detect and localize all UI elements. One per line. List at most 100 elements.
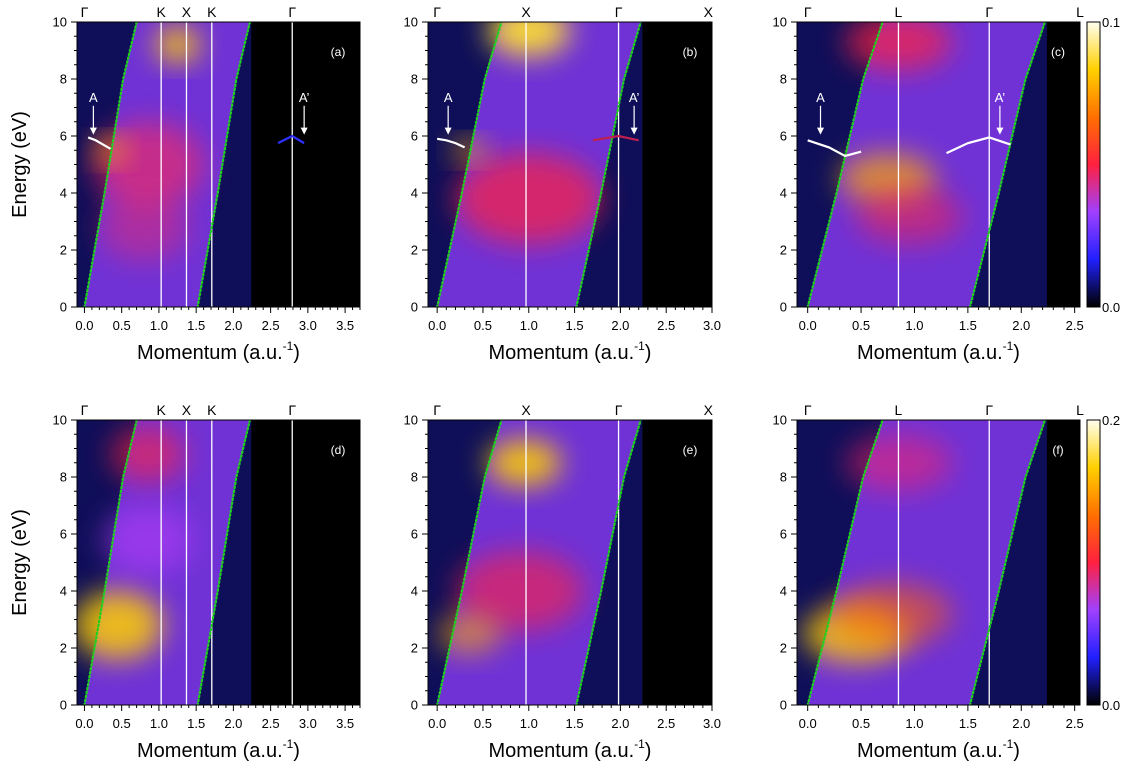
- y-axis-label: Energy (eV): [9, 509, 31, 616]
- x-axis-label-main: Momentum (a.u.: [857, 740, 1003, 762]
- x-tick-label: 2.0: [1012, 318, 1030, 333]
- symmetry-point-label: Γ: [804, 402, 812, 418]
- panel-c: A A’ (c) 0 2 4 6 8 10 0.0 0.5 1.0 1.5 2.0 2.5 Γ L Γ L Momen…: [773, 4, 1121, 364]
- x-axis-label-main: Momentum (a.u.: [489, 342, 635, 364]
- annotation-label: A: [89, 90, 98, 105]
- x-tick-label: 0.5: [852, 318, 870, 333]
- y-tick-label: 0: [780, 698, 787, 713]
- y-tick-label: 2: [411, 243, 418, 258]
- heatmap-content: [797, 420, 1047, 705]
- spectral-line: [807, 139, 862, 158]
- x-axis-label-exponent: -1: [634, 737, 645, 751]
- dispersion-curve: [83, 420, 138, 705]
- x-tick-label: 1.0: [150, 318, 168, 333]
- y-tick-label: 10: [404, 15, 418, 30]
- intensity-blob: [437, 613, 502, 654]
- symmetry-point-label: X: [182, 402, 192, 418]
- x-tick-label: 0.5: [474, 716, 492, 731]
- heatmap-content: [77, 22, 305, 307]
- y-tick-label: 4: [411, 186, 418, 201]
- dispersion-curve: [436, 420, 503, 705]
- symmetry-point-label: Γ: [81, 402, 89, 418]
- symmetry-point-label: X: [521, 402, 531, 418]
- dispersion-curve: [436, 22, 503, 307]
- x-axis-label-exponent: -1: [1003, 339, 1014, 353]
- dispersion-curve: [968, 22, 1047, 307]
- intensity-blob: [834, 582, 952, 646]
- dispersion-curve: [806, 420, 884, 705]
- intensity-blob: [103, 505, 193, 574]
- symmetry-point-label: L: [895, 402, 903, 418]
- symmetry-point-label: X: [704, 402, 714, 418]
- x-tick-label: 2.5: [262, 716, 280, 731]
- x-tick-label: 2.0: [224, 716, 242, 731]
- y-tick-label: 8: [780, 470, 787, 485]
- annotation-arrow-head: [630, 127, 638, 135]
- intensity-blob: [110, 425, 185, 483]
- x-tick-label: 2.5: [657, 716, 675, 731]
- x-tick-label: 1.5: [959, 716, 977, 731]
- symmetry-point-label: Γ: [433, 4, 441, 20]
- annotation-arrow-head: [996, 127, 1004, 135]
- annotation-arrow-head: [89, 127, 97, 135]
- y-tick-label: 2: [60, 243, 67, 258]
- y-tick-label: 6: [780, 129, 787, 144]
- y-tick-label: 0: [60, 300, 67, 315]
- dispersion-curve: [575, 22, 642, 307]
- heatmap-content: [428, 420, 643, 705]
- x-axis-label-exponent: -1: [634, 339, 645, 353]
- symmetry-point-label: K: [156, 402, 166, 418]
- x-tick-label: 2.0: [224, 318, 242, 333]
- annotation-label: A: [444, 90, 453, 105]
- x-tick-label: 1.0: [520, 716, 538, 731]
- symmetry-point-label: K: [156, 4, 166, 20]
- symmetry-point-label: K: [207, 4, 217, 20]
- dispersion-curve: [196, 420, 252, 705]
- x-axis-label-main: Momentum (a.u.: [137, 740, 283, 762]
- spectral-line: [277, 134, 305, 145]
- x-tick-label: 0.0: [799, 716, 817, 731]
- y-tick-label: 4: [60, 584, 67, 599]
- panel-label: (d): [331, 443, 346, 457]
- x-axis-label-exponent: -1: [1003, 737, 1014, 751]
- x-axis-label-exponent: -1: [283, 339, 294, 353]
- y-tick-label: 4: [60, 186, 67, 201]
- annotation-label: A’: [299, 90, 310, 105]
- x-tick-label: 2.5: [1066, 318, 1084, 333]
- x-tick-label: 1.0: [150, 716, 168, 731]
- dispersion-curve: [83, 22, 138, 307]
- symmetry-point-label: L: [895, 4, 903, 20]
- dispersion-curve: [806, 22, 884, 307]
- x-axis-label-main: Momentum (a.u.: [857, 342, 1003, 364]
- y-tick-label: 2: [780, 243, 787, 258]
- symmetry-point-label: Γ: [804, 4, 812, 20]
- symmetry-point-label: X: [521, 4, 531, 20]
- y-tick-label: 4: [780, 186, 787, 201]
- x-axis-label-close: ): [1013, 342, 1020, 364]
- x-axis-label-close: ): [293, 740, 300, 762]
- y-tick-label: 2: [60, 641, 67, 656]
- symmetry-point-label: Γ: [288, 4, 296, 20]
- colorbar: [1086, 419, 1101, 706]
- x-tick-label: 0.5: [852, 716, 870, 731]
- y-tick-label: 6: [60, 129, 67, 144]
- dispersion-curve: [196, 22, 252, 307]
- y-tick-label: 0: [60, 698, 67, 713]
- annotation-arrow-head: [300, 127, 308, 135]
- intensity-blob: [487, 439, 561, 486]
- symmetry-point-label: Γ: [985, 4, 993, 20]
- symmetry-point-label: K: [207, 402, 217, 418]
- x-axis-label-main: Momentum (a.u.: [489, 740, 635, 762]
- panel-label: (c): [1051, 45, 1065, 59]
- symmetry-point-label: Γ: [615, 402, 623, 418]
- y-tick-label: 2: [780, 641, 787, 656]
- y-tick-label: 10: [404, 413, 418, 428]
- symmetry-point-label: L: [1076, 4, 1084, 20]
- y-tick-label: 10: [53, 413, 67, 428]
- x-tick-label: 2.0: [1012, 716, 1030, 731]
- intensity-blob: [77, 591, 163, 660]
- x-tick-label: 3.0: [299, 318, 317, 333]
- x-tick-label: 0.5: [113, 716, 131, 731]
- intensity-blob: [855, 187, 963, 245]
- dispersion-curve: [968, 420, 1047, 705]
